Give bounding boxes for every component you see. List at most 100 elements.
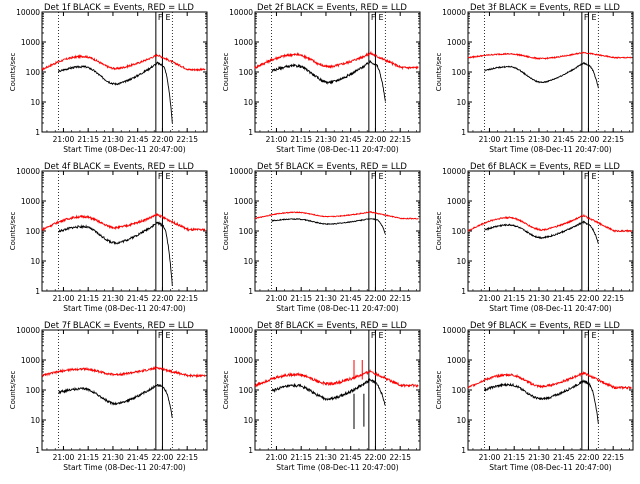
series-events-black-line (58, 383, 173, 418)
x-tick-label: 22:15 (602, 453, 624, 462)
region-label-f: F (584, 172, 589, 181)
panel-title: Det 6f BLACK = Events, RED = LLD (470, 162, 620, 172)
x-tick-label: 21:45 (340, 135, 362, 144)
x-tick-label: 21:30 (315, 135, 337, 144)
y-axis-label: Counts/sec (222, 212, 230, 251)
x-tick-label: 21:30 (528, 294, 550, 303)
y-tick-label: 10000 (442, 326, 466, 335)
y-tick-label: 10 (30, 98, 40, 107)
y-axis-label: Counts/sec (435, 371, 443, 410)
x-tick-label: 21:45 (127, 294, 149, 303)
y-tick-label: 1 (35, 287, 40, 296)
x-tick-label: 21:30 (528, 135, 550, 144)
x-tick-label: 21:45 (340, 453, 362, 462)
panel-title: Det 2f BLACK = Events, RED = LLD (257, 3, 407, 13)
panel-title: Det 8f BLACK = Events, RED = LLD (257, 321, 407, 331)
series-events-black-line (484, 379, 599, 424)
plot-frame (254, 170, 421, 292)
x-tick-label: 21:15 (290, 294, 312, 303)
y-tick-label: 10000 (442, 8, 466, 17)
panel-title: Det 9f BLACK = Events, RED = LLD (470, 321, 620, 331)
region-label-e: E (165, 13, 170, 22)
series-lld-red-line (254, 50, 419, 71)
y-tick-label: 10000 (442, 167, 466, 176)
panel-title: Det 1f BLACK = Events, RED = LLD (44, 3, 194, 13)
y-tick-label: 1 (461, 287, 466, 296)
y-tick-label: 10000 (16, 167, 40, 176)
x-tick-label: 21:30 (528, 453, 550, 462)
x-tick-label: 21:45 (553, 135, 575, 144)
region-label-e: E (591, 13, 596, 22)
x-axis-label: Start Time (08-Dec-11 20:47:00) (276, 463, 398, 472)
region-label-e: E (378, 13, 383, 22)
x-tick-label: 21:30 (315, 294, 337, 303)
y-tick-label: 100 (452, 227, 467, 236)
series-lld-red-line (41, 212, 206, 232)
x-tick-label: 22:15 (389, 453, 411, 462)
y-tick-label: 100 (452, 68, 467, 77)
series-lld-red-line (467, 213, 632, 233)
y-tick-label: 10 (456, 257, 466, 266)
region-label-f: F (371, 172, 376, 181)
y-tick-label: 100 (239, 386, 254, 395)
x-tick-label: 21:15 (77, 294, 99, 303)
x-tick-label: 21:45 (553, 453, 575, 462)
y-axis-label: Counts/sec (9, 53, 17, 92)
x-axis-label: Start Time (08-Dec-11 20:47:00) (63, 304, 185, 313)
x-tick-label: 21:30 (315, 453, 337, 462)
x-tick-label: 21:45 (340, 294, 362, 303)
x-tick-label: 21:00 (479, 453, 501, 462)
x-tick-label: 21:00 (479, 294, 501, 303)
region-label-e: E (591, 331, 596, 340)
x-tick-label: 21:15 (503, 135, 525, 144)
x-tick-label: 21:00 (53, 453, 75, 462)
y-tick-label: 1000 (447, 356, 466, 365)
y-axis-label: Counts/sec (222, 371, 230, 410)
plot-frame (467, 329, 634, 451)
series-lld-red-line (41, 365, 206, 379)
y-axis-label: Counts/sec (435, 212, 443, 251)
x-tick-label: 22:15 (176, 294, 198, 303)
y-axis-label: Counts/sec (9, 212, 17, 251)
y-tick-label: 10 (243, 98, 253, 107)
x-tick-label: 21:15 (503, 294, 525, 303)
series-lld-red-line (41, 53, 206, 72)
x-tick-label: 21:45 (127, 135, 149, 144)
y-tick-label: 1000 (234, 197, 253, 206)
x-tick-label: 21:00 (266, 294, 288, 303)
y-tick-label: 100 (239, 68, 254, 77)
x-tick-label: 21:45 (127, 453, 149, 462)
y-tick-label: 100 (239, 227, 254, 236)
x-tick-label: 21:15 (503, 453, 525, 462)
region-label-f: F (371, 331, 376, 340)
x-axis-label: Start Time (08-Dec-11 20:47:00) (489, 304, 611, 313)
y-tick-label: 1000 (21, 38, 40, 47)
series-events-black-line (484, 220, 599, 244)
x-tick-label: 21:30 (102, 453, 124, 462)
y-tick-label: 1 (248, 128, 253, 137)
x-tick-label: 21:15 (77, 135, 99, 144)
x-tick-label: 22:15 (602, 294, 624, 303)
y-tick-label: 10 (456, 416, 466, 425)
x-tick-label: 21:30 (102, 135, 124, 144)
region-label-e: E (165, 172, 170, 181)
panel-det-4: Det 4f BLACK = Events, RED = LLD 1 10 100 10… (9, 162, 208, 313)
region-label-e: E (165, 331, 170, 340)
x-tick-label: 22:00 (152, 135, 174, 144)
series-lld-red-line (467, 371, 632, 391)
x-tick-label: 22:00 (578, 294, 600, 303)
x-tick-label: 21:15 (290, 453, 312, 462)
panel-det-7: Det 7f BLACK = Events, RED = LLD 1 10 100 10… (9, 321, 208, 472)
region-label-f: F (371, 13, 376, 22)
x-tick-label: 22:15 (176, 135, 198, 144)
y-tick-label: 10000 (229, 167, 253, 176)
y-tick-label: 1 (35, 128, 40, 137)
x-tick-label: 22:00 (578, 135, 600, 144)
plot-frame (467, 11, 634, 133)
x-tick-label: 21:00 (479, 135, 501, 144)
series-events-black-line (271, 218, 386, 235)
x-axis-label: Start Time (08-Dec-11 20:47:00) (276, 304, 398, 313)
region-label-f: F (158, 172, 163, 181)
x-tick-label: 22:00 (365, 294, 387, 303)
